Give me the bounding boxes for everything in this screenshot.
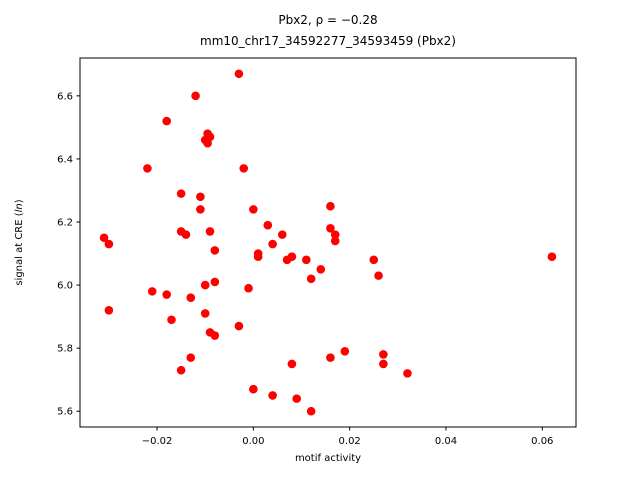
data-point xyxy=(263,220,273,230)
data-point xyxy=(403,369,412,378)
x-tick-label: 0.02 xyxy=(339,436,361,447)
x-tick-label: 0.04 xyxy=(435,436,457,447)
data-point xyxy=(200,280,210,290)
data-point xyxy=(181,230,191,239)
data-point xyxy=(379,350,388,359)
data-point xyxy=(379,359,388,369)
x-axis-ticks: −0.02 0.00 0.02 0.04 0.06 xyxy=(142,427,553,447)
data-point xyxy=(104,239,114,249)
data-point xyxy=(292,394,301,403)
data-point xyxy=(268,391,277,400)
scatter-points xyxy=(99,69,557,416)
data-point xyxy=(162,290,171,299)
data-point xyxy=(287,252,297,261)
data-point xyxy=(244,283,253,293)
x-tick-label: −0.02 xyxy=(142,436,173,447)
data-point xyxy=(249,205,258,214)
plot-area xyxy=(79,57,577,428)
data-point xyxy=(253,252,263,261)
chart-title-line2: mm10_chr17_34592277_34593459 (Pbx2) xyxy=(200,34,456,48)
data-point xyxy=(104,306,114,315)
y-axis-ticks: 5.6 5.8 6.0 6.2 6.4 6.6 xyxy=(57,91,80,418)
data-point xyxy=(162,116,171,126)
data-point xyxy=(340,347,350,356)
y-tick-label: 6.2 xyxy=(57,218,73,229)
data-point xyxy=(326,224,335,233)
y-axis-label: signal at CRE (ln) xyxy=(14,199,25,285)
data-point xyxy=(234,69,244,79)
x-axis-label: motif activity xyxy=(295,453,361,464)
y-axis-label-italic: ln xyxy=(14,203,25,212)
data-point xyxy=(316,265,326,274)
data-point xyxy=(330,230,340,239)
data-point xyxy=(200,309,210,318)
data-point xyxy=(268,239,277,249)
x-tick-label: 0.06 xyxy=(531,436,553,447)
data-point xyxy=(330,236,340,246)
data-point xyxy=(167,315,176,325)
y-tick-label: 6.0 xyxy=(57,281,73,292)
data-point xyxy=(176,365,186,375)
y-axis-label-pre: signal at CRE ( xyxy=(14,212,25,285)
y-tick-label: 6.4 xyxy=(57,154,73,165)
data-point xyxy=(205,227,215,236)
data-point xyxy=(203,129,212,138)
data-point xyxy=(143,164,152,173)
data-point xyxy=(287,359,297,369)
data-point xyxy=(239,164,249,173)
data-point xyxy=(210,331,220,340)
data-point xyxy=(176,189,186,198)
data-point xyxy=(306,274,316,284)
data-point xyxy=(186,293,196,302)
data-point xyxy=(191,91,200,101)
data-point xyxy=(249,384,258,394)
data-point xyxy=(210,246,220,255)
data-point xyxy=(302,255,311,265)
data-point xyxy=(547,252,557,261)
data-point xyxy=(326,201,335,211)
data-point xyxy=(210,277,220,287)
data-point xyxy=(234,321,244,331)
y-tick-label: 5.6 xyxy=(57,407,73,418)
x-tick-label: 0.00 xyxy=(242,436,264,447)
data-point xyxy=(196,192,205,202)
data-point xyxy=(196,205,205,214)
data-point xyxy=(99,233,109,243)
data-point xyxy=(374,271,383,280)
data-point xyxy=(186,353,196,362)
data-point xyxy=(326,353,335,362)
data-point xyxy=(147,287,157,296)
chart-title-line1: Pbx2, ρ = −0.28 xyxy=(278,13,377,27)
data-point xyxy=(277,230,287,239)
data-point xyxy=(306,406,316,416)
y-tick-label: 5.8 xyxy=(57,344,73,355)
y-tick-label: 6.6 xyxy=(57,91,73,102)
y-axis-label-post: ) xyxy=(14,199,25,203)
data-point xyxy=(369,255,379,265)
